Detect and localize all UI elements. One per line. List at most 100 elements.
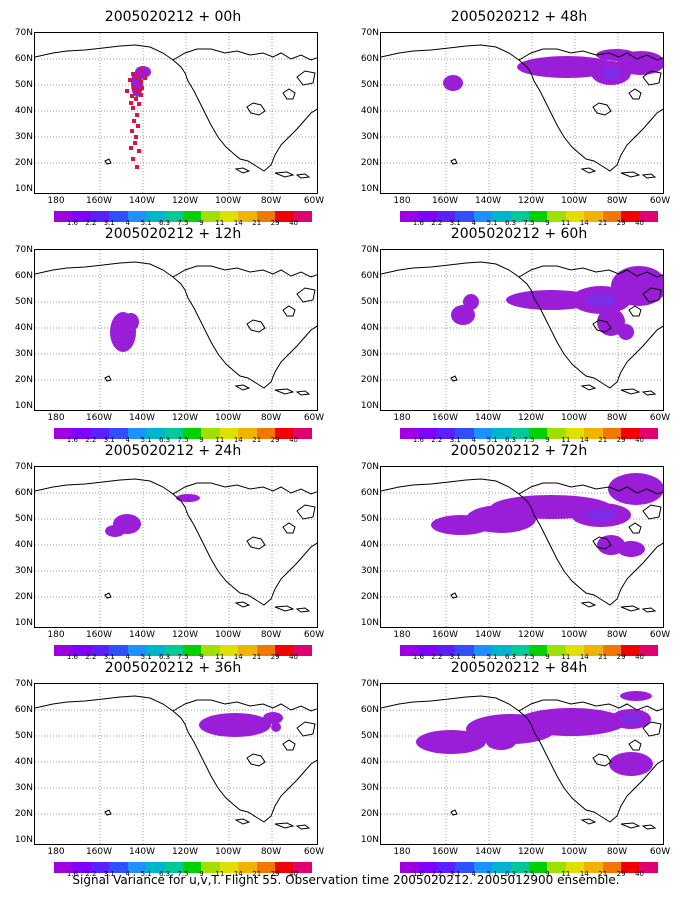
- colorbar-swatch: [109, 645, 128, 656]
- latitude-label: 50N: [14, 80, 33, 90]
- longitude-label: 160W: [431, 847, 459, 857]
- observation-dot: [135, 113, 139, 117]
- island-outline: [628, 739, 642, 751]
- latitude-label: 10N: [360, 618, 379, 628]
- colorbar-tick-label: 29: [270, 870, 280, 878]
- colorbar-tick-label: 14: [233, 436, 243, 444]
- colorbar-tick-label: 2.2: [85, 870, 97, 878]
- colorbar-swatch: [90, 645, 110, 656]
- observation-dot: [132, 119, 136, 123]
- signal-region: [199, 713, 271, 737]
- longitude-label: 80W: [260, 413, 282, 423]
- latitude-label: 20N: [14, 592, 33, 602]
- colorbar-swatch: [256, 645, 276, 656]
- colorbar-tick-label: 4: [471, 870, 476, 878]
- latitude-label: 30N: [360, 349, 379, 359]
- colorbar-swatch: [639, 862, 658, 873]
- map-canvas: [381, 250, 663, 410]
- island-outline: [592, 536, 612, 550]
- longitude-label: 100W: [214, 630, 242, 640]
- colorbar-swatch: [528, 211, 548, 222]
- panel-title: 2005020212 + 36h: [104, 660, 242, 676]
- latitude-label: 50N: [14, 514, 33, 524]
- colorbar-swatch: [510, 428, 529, 439]
- colorbar-tick-label: 6.3: [504, 653, 517, 661]
- colorbar-swatch: [182, 428, 202, 439]
- colorbar-swatch: [146, 645, 165, 656]
- observation-dot: [129, 146, 133, 150]
- colorbar-tick-label: 7.5: [177, 653, 189, 661]
- colorbar-swatch: [418, 428, 437, 439]
- longitude-label: 120W: [171, 196, 199, 206]
- colorbar: [54, 862, 312, 873]
- latitude-label: 40N: [14, 757, 33, 767]
- colorbar-tick-label: 21: [598, 870, 608, 878]
- latitude-label: 50N: [360, 80, 379, 90]
- island-outline: [620, 388, 641, 395]
- observation-dot: [140, 86, 144, 90]
- colorbar-swatch: [127, 862, 147, 873]
- longitude-label: 140W: [128, 630, 156, 640]
- coastline: [35, 695, 317, 823]
- signal-region: [609, 752, 653, 776]
- colorbar-tick-label: 21: [598, 653, 608, 661]
- colorbar-swatch: [584, 862, 603, 873]
- colorbar-tick-label: 21: [252, 653, 262, 661]
- longitude-label: 120W: [517, 413, 545, 423]
- observation-dot: [135, 76, 139, 80]
- latitude-label: 60N: [360, 271, 379, 281]
- colorbar-swatch: [584, 211, 603, 222]
- signal-region: [611, 266, 663, 306]
- island-outline: [282, 739, 296, 751]
- colorbar-swatch: [400, 862, 419, 873]
- island-outline: [274, 388, 295, 395]
- colorbar-swatch: [182, 211, 202, 222]
- colorbar-swatch: [146, 428, 165, 439]
- colorbar-tick-label: 1.6: [66, 653, 78, 661]
- island-outline: [580, 601, 597, 608]
- panel-title: 2005020212 + 00h: [104, 9, 242, 25]
- signal-region: [451, 305, 475, 325]
- island-outline: [282, 88, 296, 100]
- coastline: [172, 699, 317, 712]
- colorbar: [400, 428, 658, 439]
- map-canvas: [381, 684, 663, 844]
- colorbar-swatch: [528, 428, 548, 439]
- colorbar-swatch: [639, 211, 658, 222]
- island-outline: [295, 390, 311, 396]
- colorbar-tick-label: 29: [270, 653, 280, 661]
- island-outline: [628, 522, 642, 534]
- colorbar-tick-label: 5.1: [140, 436, 152, 444]
- island-outline: [282, 522, 296, 534]
- colorbar-tick-label: 3.1: [103, 653, 115, 661]
- colorbar-swatch: [219, 428, 239, 439]
- colorbar-swatch: [602, 428, 622, 439]
- colorbar-tick-label: 11: [215, 870, 225, 878]
- colorbar-ticks: 1.6 2.2 3.1 4 5.1 6.3 7.5 9 11 14 21 29 40: [54, 219, 312, 229]
- longitude-label: 100W: [560, 413, 588, 423]
- signal-core: [601, 67, 621, 79]
- colorbar-tick-label: 29: [616, 219, 626, 227]
- longitude-label: 180: [47, 847, 65, 857]
- colorbar-swatch: [436, 862, 456, 873]
- colorbar-swatch: [201, 862, 220, 873]
- signal-region: [176, 494, 200, 502]
- colorbar-tick-label: 1.6: [412, 436, 424, 444]
- latitude-label: 70N: [14, 462, 33, 472]
- latitude-label: 70N: [360, 28, 379, 38]
- colorbar-swatch: [238, 211, 257, 222]
- colorbar-swatch: [164, 428, 183, 439]
- map-panel: 2005020212 + 00h 70N 60N 50N 40N 30N 20N 10N 180…: [0, 8, 346, 229]
- island-outline: [274, 822, 295, 829]
- colorbar-swatch: [90, 862, 110, 873]
- colorbar-swatch: [201, 428, 220, 439]
- colorbar-swatch: [455, 862, 474, 873]
- longitude-label: 120W: [517, 630, 545, 640]
- colorbar-tick-label: 14: [579, 436, 589, 444]
- latitude-label: 40N: [360, 323, 379, 333]
- colorbar-tick-label: 21: [598, 219, 608, 227]
- longitude-label: 140W: [128, 413, 156, 423]
- colorbar-swatch: [146, 211, 165, 222]
- colorbar-swatch: [238, 428, 257, 439]
- longitude-label: 100W: [214, 413, 242, 423]
